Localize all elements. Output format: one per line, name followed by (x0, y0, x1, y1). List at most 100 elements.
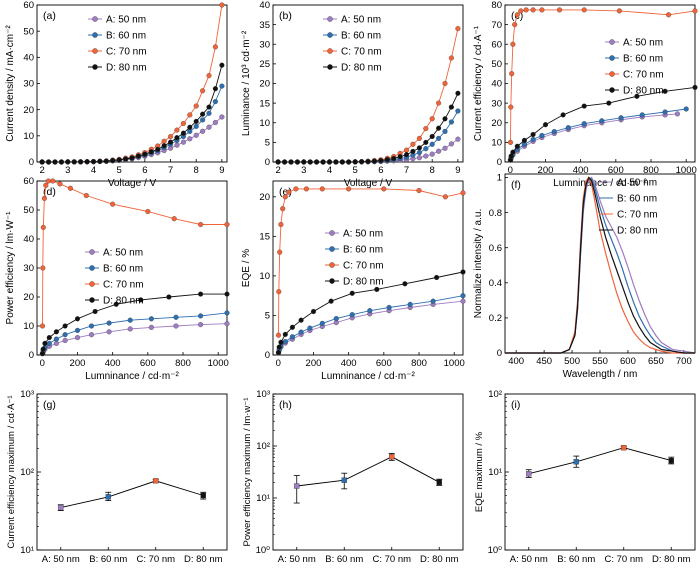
data-point-D (138, 297, 144, 303)
data-point-B (224, 310, 230, 316)
legend-marker-C (329, 262, 335, 268)
data-point-D (276, 344, 282, 350)
y-tick-label: 0.4 (489, 278, 502, 289)
data-point-D (62, 323, 68, 329)
panel-label: (d) (43, 186, 56, 198)
data-point-C (410, 141, 416, 147)
data-point-C (43, 182, 49, 188)
data-point-D (581, 103, 587, 109)
data-point-C (455, 26, 461, 32)
data-point-D (530, 131, 536, 138)
data-point-B (200, 117, 206, 123)
data-point-B (448, 119, 454, 125)
legend-label-D: D: 80 nm (341, 63, 382, 74)
data-point-D (692, 84, 698, 90)
data-point-C (442, 80, 448, 87)
y-tick-label: 20 (491, 118, 502, 129)
series-line-D (505, 176, 695, 354)
x-axis-label: Voltage / V (108, 178, 157, 189)
data-point-A (53, 340, 59, 346)
y-tick-label: 60 (23, 0, 34, 11)
data-point-D (193, 118, 199, 124)
data-point-C (692, 8, 698, 14)
y-tick-label: 60 (23, 176, 34, 187)
data-point-D (423, 139, 429, 145)
panel-d: (d) 0 200 400 600 800 1000 0 10 20 30 40 50 60 Lumnina… (5, 176, 230, 382)
data-point-C (523, 7, 529, 13)
legend-label-B: B: 60 nm (623, 54, 663, 65)
data-point-B (333, 316, 339, 322)
data-point-D (402, 281, 408, 287)
data-point-A (212, 119, 218, 126)
data-point-B (551, 129, 557, 135)
data-point-A (74, 335, 81, 341)
data-point-C (508, 104, 514, 110)
y-tick-label: 10⁰ (488, 545, 503, 556)
data-point-D (378, 158, 384, 164)
data-point-A (88, 332, 95, 338)
data-point-D (326, 159, 333, 165)
data-point-A (429, 151, 435, 157)
panel-i: (i) 10⁰ 10¹ 10² A: 50 nm B: 60 nm C: 70 nm D: 8… (474, 389, 696, 565)
legend-label-C: C: 70 nm (343, 261, 384, 272)
y-tick-label: 20 (23, 292, 34, 303)
y-tick-label: 50 (23, 205, 34, 216)
series-line-C (505, 176, 695, 354)
data-point-C (448, 55, 454, 61)
data-point-D (212, 86, 218, 92)
data-point-A (193, 132, 199, 138)
data-point-A (423, 153, 429, 159)
x-tick-label: 700 (676, 356, 692, 367)
series-line-B (42, 85, 223, 163)
data-point-D (74, 316, 81, 322)
data-point-C (206, 73, 212, 79)
panel-label: (f) (511, 179, 521, 191)
x-tick-label: C: 70 nm (604, 554, 643, 565)
data-point-B (88, 323, 95, 329)
plot-frame (272, 180, 464, 356)
y-tick-label: 10¹ (20, 545, 34, 556)
data-point-B (193, 123, 199, 129)
legend-marker-D (89, 297, 95, 303)
y-tick-label: 30 (23, 263, 34, 274)
data-point-D (161, 143, 167, 149)
data-point-D (339, 159, 345, 165)
data-point-D (460, 269, 466, 275)
data-point-D (521, 137, 527, 143)
y-tick-label: 20 (23, 105, 34, 116)
y-tick-label: 10 (491, 138, 502, 149)
legend-label-D: D: 80 nm (103, 296, 144, 307)
data-point-D (275, 350, 282, 356)
data-point-C (212, 44, 218, 50)
x-tick-label: 1000 (444, 358, 465, 369)
plot-frame (272, 393, 464, 551)
data-point-C (153, 478, 159, 484)
data-point-A (526, 471, 532, 477)
data-point-D (634, 93, 640, 99)
y-tick-label: 0 (497, 157, 502, 168)
data-point-D (200, 111, 206, 117)
y-tick-label: 0 (497, 348, 502, 359)
data-point-D (198, 291, 204, 297)
y-tick-label: 40 (23, 234, 34, 245)
legend-label-D: D: 80 nm (617, 226, 658, 237)
data-point-D (282, 159, 288, 165)
x-tick-label: 400 (341, 358, 357, 369)
data-point-C (161, 138, 167, 144)
y-tick-label: 10² (20, 467, 34, 478)
data-point-D (606, 100, 612, 106)
legend-marker-B (609, 55, 615, 61)
data-point-A (174, 142, 180, 148)
data-point-D (174, 135, 180, 141)
data-point-B (618, 115, 624, 121)
legend-label-C: C: 70 nm (341, 47, 382, 58)
y-tick-label: 40 (23, 53, 34, 64)
data-point-D (314, 159, 320, 165)
series-line-A (510, 113, 678, 161)
data-point-D (365, 158, 371, 165)
data-point-C (50, 178, 56, 184)
x-tick-label: 2 (275, 165, 280, 176)
data-point-B (219, 83, 225, 89)
data-point-D (200, 492, 206, 499)
data-point-C (275, 332, 282, 338)
